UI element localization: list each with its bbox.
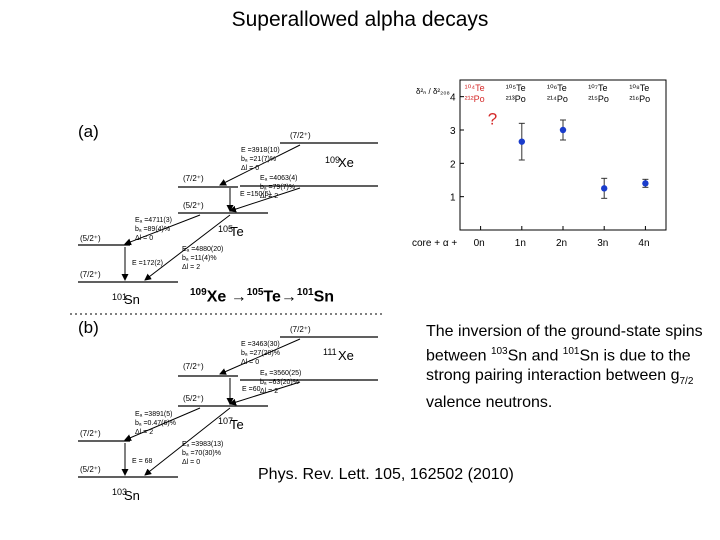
mid-mass: 105 [218, 224, 233, 234]
svg-text:Eₐ =4711(3): Eₐ =4711(3) [135, 217, 172, 224]
nucleus-label-top: ¹⁰⁶Te [547, 83, 567, 93]
svg-text:Δl = 2: Δl = 2 [182, 264, 200, 271]
spin-label: (7/2⁺) [290, 131, 311, 140]
svg-text:E =150(5): E =150(5) [240, 191, 271, 198]
svg-text:111: 111 [323, 347, 337, 357]
svg-text:Eₐ =3560(25): Eₐ =3560(25) [260, 370, 301, 377]
data-point [559, 126, 567, 134]
nucleus-label-top: ¹⁰⁸Te [629, 83, 649, 93]
nucleus-label-bottom: ²¹²Po [465, 94, 485, 104]
x-category-label: 2n [556, 238, 567, 249]
svg-text:bₐ =70(30)%: bₐ =70(30)% [182, 450, 221, 457]
svg-text:E = 68: E = 68 [132, 458, 153, 465]
svg-text:Eₐ =3891(5): Eₐ =3891(5) [135, 411, 172, 418]
svg-text:bₐ =0.47(6)%: bₐ =0.47(6)% [135, 420, 176, 427]
svg-text:103: 103 [112, 487, 127, 497]
svg-text:Xe: Xe [338, 348, 354, 363]
y-tick-label: 4 [450, 93, 456, 104]
svg-text:Eₐ =3983(13): Eₐ =3983(13) [182, 441, 223, 448]
svg-text:Δl = 2: Δl = 2 [260, 388, 278, 395]
data-point [642, 180, 649, 187]
inversion-text: The inversion of the ground-state spins … [426, 323, 703, 411]
svg-text:(5/2⁺): (5/2⁺) [183, 201, 204, 210]
nucleus-label-bottom: ²¹³Po [506, 94, 526, 104]
parent-mass: 109 [325, 155, 340, 165]
svg-text:Δl = 0: Δl = 0 [182, 459, 200, 466]
svg-text:Δl = 2: Δl = 2 [135, 429, 153, 436]
scheme-b: (b) (7/2⁺) 111 Xe (7/2⁺) (5/2⁺) 107 Te (… [78, 318, 378, 503]
reference: Phys. Rev. Lett. 105, 162502 (2010) [258, 466, 514, 483]
svg-text:E =172(2): E =172(2) [132, 260, 163, 267]
svg-text:E =3463(30): E =3463(30) [241, 341, 280, 348]
svg-text:Δl = 0: Δl = 0 [241, 359, 259, 366]
y-tick-label: 1 [450, 193, 456, 204]
y-axis-label: δ²ₙ / δ²₂₀₈ [416, 87, 450, 96]
y-tick-label: 3 [450, 126, 456, 137]
nucleus-label-bottom: ²¹⁶Po [629, 94, 650, 104]
mid-element: Te [230, 224, 244, 239]
svg-text:bₐ =11(4)%: bₐ =11(4)% [182, 255, 217, 262]
svg-text:Δl = 2: Δl = 2 [260, 193, 278, 200]
svg-text:(5/2⁺): (5/2⁺) [80, 234, 101, 243]
nucleus-label-top: ¹⁰⁵Te [506, 83, 526, 93]
data-point [601, 185, 608, 192]
data-point [518, 138, 525, 145]
nucleus-label-bottom: ²¹⁴Po [547, 94, 568, 104]
svg-text:Δl = 0: Δl = 0 [135, 235, 153, 242]
svg-text:Δl = 0: Δl = 0 [241, 165, 259, 172]
daughter-element: Sn [124, 292, 140, 307]
svg-text:Te: Te [230, 417, 244, 432]
svg-text:(7/2⁺): (7/2⁺) [183, 362, 204, 371]
plot-frame [459, 79, 667, 231]
scheme-a-label: (a) [78, 122, 99, 141]
y-tick-label: 2 [450, 159, 456, 170]
svg-text:Eₐ =4063(4): Eₐ =4063(4) [260, 175, 297, 182]
svg-text:bₐ =79(7)%: bₐ =79(7)% [260, 184, 295, 191]
svg-text:(5/2⁺): (5/2⁺) [80, 465, 101, 474]
question-mark: ? [488, 109, 497, 128]
svg-text:bₐ =21(7)%: bₐ =21(7)% [241, 156, 276, 163]
nucleus-label-bottom: ²¹⁵Po [588, 94, 609, 104]
svg-text:bₐ =27(20)%: bₐ =27(20)% [241, 350, 280, 357]
svg-text:E =60: E =60 [242, 386, 261, 393]
svg-text:(7/2⁺): (7/2⁺) [183, 174, 204, 183]
reduced-width-chart: δ²ₙ / δ²₂₀₈ core + α + 1 2 3 4 0n 1n 2n 3n 4n ¹… [412, 79, 667, 249]
svg-text:(7/2⁺): (7/2⁺) [80, 270, 101, 279]
svg-text:(7/2⁺): (7/2⁺) [80, 429, 101, 438]
scheme-b-label: (b) [78, 318, 99, 337]
slide-title: Superallowed alpha decays [231, 8, 489, 31]
x-axis-label: core + α + [412, 238, 457, 249]
svg-text:(5/2⁺): (5/2⁺) [183, 394, 204, 403]
svg-text:bₐ =63(20)%: bₐ =63(20)% [260, 379, 299, 386]
x-category-label: 0n [474, 238, 485, 249]
svg-text:E =3918(10): E =3918(10) [241, 147, 280, 154]
svg-text:(7/2⁺): (7/2⁺) [290, 325, 311, 334]
nucleus-label-top: ¹⁰⁷Te [588, 83, 607, 93]
daughter-mass: 101 [112, 292, 127, 302]
svg-text:Eₐ =4880(20): Eₐ =4880(20) [182, 246, 223, 253]
svg-text:Sn: Sn [124, 488, 140, 503]
svg-text:107: 107 [218, 416, 233, 426]
scheme-a: (a) (7/2⁺) 109 Xe (7/2⁺) (5/2⁺) 105 Te (… [78, 122, 378, 307]
x-category-label: 4n [638, 238, 649, 249]
nucleus-label-top: ¹⁰⁴Te [465, 83, 485, 93]
parent-element: Xe [338, 155, 354, 170]
svg-text:bₐ =89(4)%: bₐ =89(4)% [135, 226, 170, 233]
x-category-label: 1n [515, 238, 526, 249]
x-category-label: 3n [597, 238, 608, 249]
decay-chain: 109Xe →105Te→101Sn [190, 287, 335, 306]
